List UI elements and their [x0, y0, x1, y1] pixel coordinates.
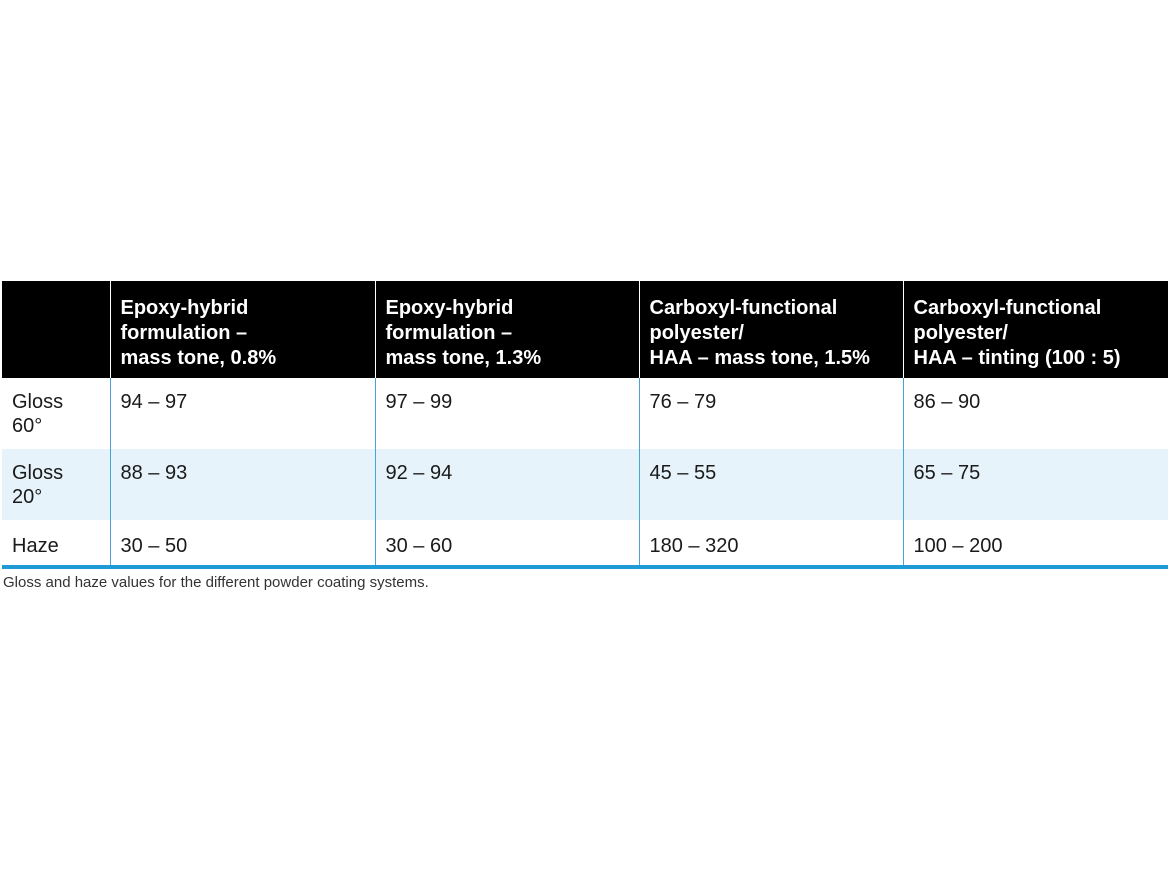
table-cell: 94 – 97 [109, 378, 375, 449]
table-cell: 30 – 60 [374, 520, 639, 565]
table-cell: 92 – 94 [374, 449, 639, 520]
header-cell-epoxy-0-8: Epoxy-hybrid formulation – mass tone, 0.… [109, 281, 375, 378]
header-cell-empty [2, 281, 110, 378]
table-bottom-rule [2, 565, 1168, 569]
header-cell-epoxy-1-3: Epoxy-hybrid formulation – mass tone, 1.… [374, 281, 639, 378]
table-cell: 88 – 93 [109, 449, 375, 520]
table-cell: 45 – 55 [638, 449, 903, 520]
table-row-haze: Haze 30 – 50 30 – 60 180 – 320 100 – 200 [2, 520, 1168, 565]
table-caption: Gloss and haze values for the different … [3, 574, 429, 591]
table-cell: 86 – 90 [902, 378, 1168, 449]
table-cell: 100 – 200 [902, 520, 1168, 565]
table-cell: 65 – 75 [902, 449, 1168, 520]
table-row-gloss-20: Gloss 20° 88 – 93 92 – 94 45 – 55 65 – 7… [2, 449, 1168, 520]
row-label-gloss-20: Gloss 20° [12, 462, 64, 508]
gloss-haze-table-container: Epoxy-hybrid formulation – mass tone, 0.… [2, 281, 1168, 569]
table-row-gloss-60: Gloss 60° 94 – 97 97 – 99 76 – 79 86 – 9… [2, 378, 1168, 449]
row-label-haze: Haze [12, 535, 59, 557]
row-label-gloss-60: Gloss 60° [12, 391, 64, 437]
header-cell-carboxyl-mass-tone: Carboxyl-functional polyester/ HAA – mas… [638, 281, 903, 378]
table-cell: 180 – 320 [638, 520, 903, 565]
header-cell-carboxyl-tinting: Carboxyl-functional polyester/ HAA – tin… [902, 281, 1168, 378]
gloss-haze-table: Epoxy-hybrid formulation – mass tone, 0.… [2, 281, 1168, 565]
table-cell: 30 – 50 [109, 520, 375, 565]
table-cell: 97 – 99 [374, 378, 639, 449]
table-header-row: Epoxy-hybrid formulation – mass tone, 0.… [2, 281, 1168, 378]
table-cell: 76 – 79 [638, 378, 903, 449]
